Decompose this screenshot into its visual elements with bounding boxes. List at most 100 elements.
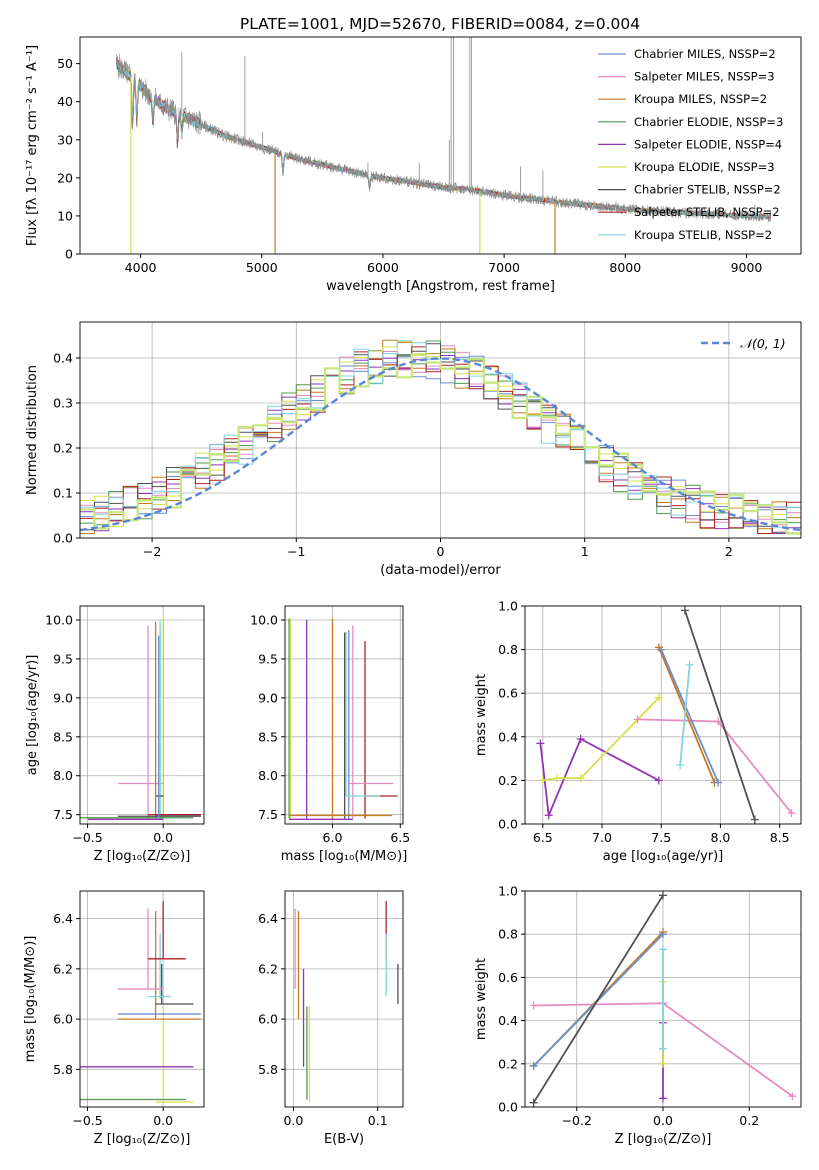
chart-weight_vs_Z: −0.2 0.0 0.2 0.0 0.2 0.4 0.6 0.8 1.0 Z [log₁₀(Z/Z… xyxy=(474,884,802,1147)
weight-marker xyxy=(654,776,663,785)
weight-marker xyxy=(659,1044,667,1053)
x-tick-label: 7.0 xyxy=(592,830,612,845)
x-axis-label: wavelength [Angstrom, rest frame] xyxy=(326,279,555,294)
residual-histogram xyxy=(80,350,801,528)
plot-area xyxy=(80,606,204,824)
x-tick-label: −0.5 xyxy=(72,1113,102,1128)
plot-area xyxy=(116,37,772,254)
y-tick-label: 8.0 xyxy=(53,768,73,783)
weight-marker xyxy=(750,815,759,824)
chart-weight_vs_age: 6.5 7.0 7.5 8.0 8.5 0.0 0.2 0.4 0.6 0.8 1.0 age [lo… xyxy=(474,599,802,864)
plot-area xyxy=(285,606,403,824)
y-tick-label: 6.2 xyxy=(258,961,278,976)
y-tick-label: 9.0 xyxy=(53,690,73,705)
weight-line xyxy=(532,894,664,1104)
chart-residuals: −2 −1 0 1 2 0.0 0.1 0.2 0.3 0.4 (data-model)/error… xyxy=(25,321,802,578)
chart-spectrum: 4000 5000 6000 7000 8000 9000 0 10 20 30 40 50 wavel… xyxy=(25,36,802,294)
x-axis-label: Z [log₁₀(Z/Z⊙)] xyxy=(615,1132,712,1147)
x-tick-label: −0.5 xyxy=(72,830,102,845)
weight-marker xyxy=(787,809,796,818)
x-tick-label: 1 xyxy=(581,544,589,559)
y-tick-label: 8.5 xyxy=(258,729,278,744)
x-tick-label: 2 xyxy=(725,544,733,559)
y-axis-label: mass weight xyxy=(474,674,489,756)
weight-marker xyxy=(576,774,585,783)
y-tick-label: 8.5 xyxy=(53,729,73,744)
weight-line xyxy=(660,649,719,783)
x-axis-label: Z [log₁₀(Z/Z⊙)] xyxy=(94,1132,191,1147)
x-tick-label: 0.0 xyxy=(283,1113,303,1128)
weight-line xyxy=(637,718,793,814)
weight-marker xyxy=(538,776,547,785)
weight-line xyxy=(658,647,716,783)
y-tick-label: 0.2 xyxy=(53,441,73,456)
weight-line xyxy=(542,696,660,782)
weight-marker xyxy=(536,739,545,748)
y-tick-label: 30 xyxy=(57,132,73,147)
y-axis-label: age [log₁₀(age/yr)] xyxy=(25,655,40,776)
weight-marker xyxy=(788,1092,797,1101)
weight-marker xyxy=(680,606,689,615)
x-tick-label: 0.2 xyxy=(739,1113,759,1128)
weight-marker xyxy=(676,761,685,770)
y-tick-label: 9.0 xyxy=(258,690,278,705)
y-tick-label: 0.6 xyxy=(498,686,518,701)
x-axis-label: (data-model)/error xyxy=(380,563,501,578)
x-axis-label: mass [log₁₀(M/M⊙)] xyxy=(281,849,408,864)
y-tick-label: 9.5 xyxy=(258,651,278,666)
y-tick-label: 10.0 xyxy=(45,613,73,628)
chart-age_vs_Z: −0.5 0.0 7.5 8.0 8.5 9.0 9.5 10.0 Z [log₁₀(Z/Z⊙)… xyxy=(25,605,205,864)
weight-marker xyxy=(529,1001,538,1010)
y-tick-label: 6.4 xyxy=(53,911,73,926)
plot-area xyxy=(525,606,801,824)
y-tick-label: 40 xyxy=(57,94,73,109)
x-tick-label: 0.0 xyxy=(153,1113,173,1128)
axes-frame xyxy=(79,890,205,1108)
y-tick-label: 0.8 xyxy=(498,927,518,942)
legend-entry: 𝒩(0, 1) xyxy=(740,336,786,351)
weight-marker xyxy=(659,1094,667,1103)
weight-marker xyxy=(714,778,723,787)
legend: Chabrier MILES, NSSP=2 Salpeter MILES, NS… xyxy=(598,47,783,242)
y-tick-label: 20 xyxy=(57,170,73,185)
x-axis-label: age [log₁₀(age/yr)] xyxy=(603,849,724,864)
y-tick-label: 0.0 xyxy=(53,531,73,546)
y-tick-label: 6.0 xyxy=(258,1012,278,1027)
weight-marker xyxy=(714,717,723,726)
residual-histogram xyxy=(80,343,801,534)
legend-entry: Chabrier MILES, NSSP=2 xyxy=(634,47,776,61)
x-tick-label: 6000 xyxy=(367,260,399,275)
figure-title: PLATE=1001, MJD=52670, FIBERID=0084, z=0… xyxy=(240,15,640,33)
y-tick-label: 5.8 xyxy=(258,1062,278,1077)
weight-line xyxy=(539,737,660,819)
x-tick-label: 6.5 xyxy=(390,830,410,845)
y-tick-label: 0.6 xyxy=(498,970,518,985)
x-tick-label: 0.1 xyxy=(368,1113,388,1128)
weight-marker xyxy=(659,1059,667,1068)
weight-marker xyxy=(659,930,667,939)
y-tick-label: 8.0 xyxy=(258,768,278,783)
x-tick-label: 7.5 xyxy=(651,830,671,845)
x-tick-label: −1 xyxy=(287,544,305,559)
y-axis-label: mass weight xyxy=(474,958,489,1040)
y-tick-label: 6.0 xyxy=(53,1012,73,1027)
legend: 𝒩(0, 1) xyxy=(701,336,786,351)
plot-area xyxy=(525,891,801,1107)
x-axis-label: Z [log₁₀(Z/Z⊙)] xyxy=(94,849,191,864)
weight-marker xyxy=(544,811,553,820)
x-tick-label: 4000 xyxy=(125,260,157,275)
x-tick-label: 0.0 xyxy=(653,1113,673,1128)
legend-entry: Kroupa ELODIE, NSSP=3 xyxy=(634,160,775,174)
weight-marker xyxy=(576,734,585,743)
y-tick-label: 10.0 xyxy=(250,613,278,628)
legend-entry: Kroupa STELIB, NSSP=2 xyxy=(634,228,772,242)
x-tick-label: −2 xyxy=(143,544,161,559)
weight-marker xyxy=(659,891,667,900)
y-tick-label: 0.0 xyxy=(498,817,518,832)
x-tick-label: 8000 xyxy=(609,260,641,275)
weight-line xyxy=(684,610,756,820)
y-tick-label: 0.8 xyxy=(498,642,518,657)
axes-frame xyxy=(524,605,802,825)
x-tick-label: 0.0 xyxy=(153,830,173,845)
